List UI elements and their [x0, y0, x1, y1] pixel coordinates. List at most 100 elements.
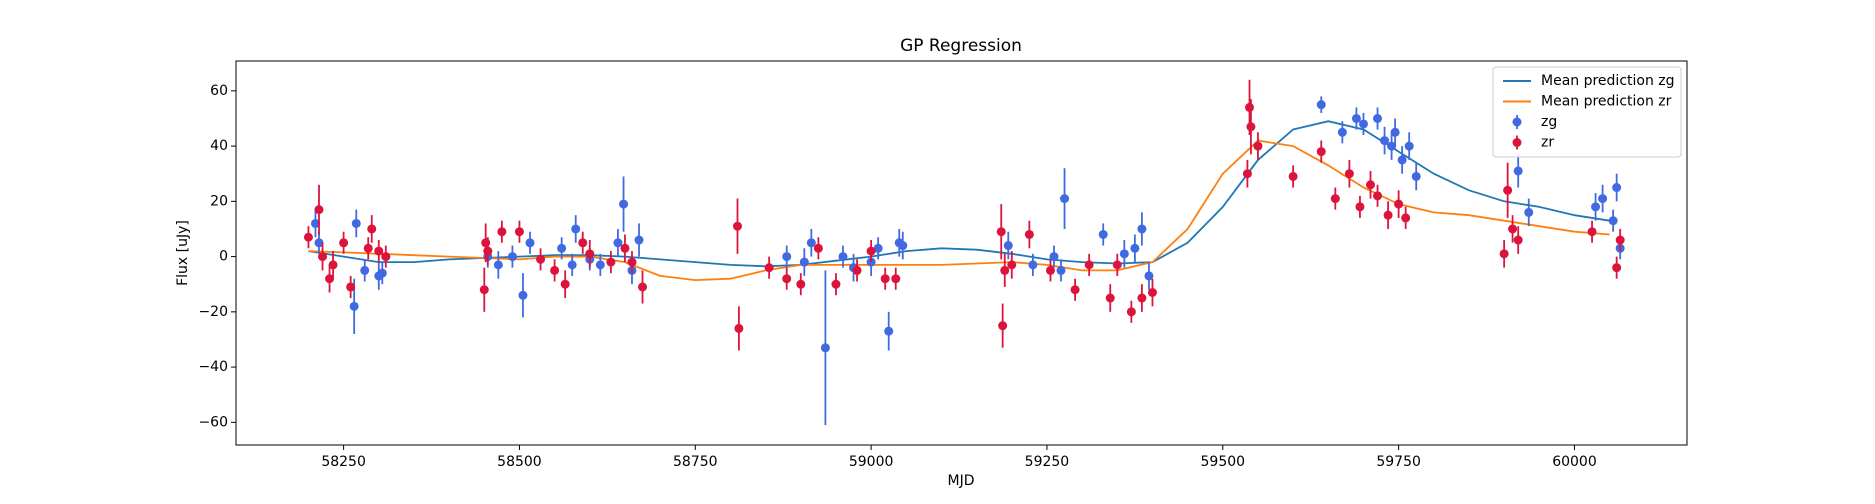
data-point: [831, 279, 841, 289]
y-tick-label: 40: [210, 138, 228, 154]
mean-line: [308, 139, 1610, 282]
data-point: [799, 257, 809, 267]
x-tick-label: 59500: [1201, 454, 1246, 470]
data-point: [479, 285, 489, 295]
data-point: [1245, 102, 1255, 112]
data-point: [349, 301, 359, 311]
legend-swatch: [1512, 117, 1522, 127]
data-point: [585, 249, 595, 259]
data-point: [1390, 127, 1400, 137]
legend-label: Mean prediction zr: [1541, 94, 1672, 110]
y-tick-label: −20: [198, 304, 228, 320]
data-point: [1401, 213, 1411, 223]
data-point: [1365, 180, 1375, 190]
data-point: [782, 274, 792, 284]
data-point: [571, 224, 581, 234]
legend-label: Mean prediction zg: [1541, 73, 1675, 89]
x-tick-label: 58250: [321, 454, 366, 470]
x-tick-label: 58500: [497, 454, 542, 470]
data-point: [1513, 235, 1523, 245]
data-point: [1144, 271, 1154, 281]
data-point: [578, 238, 588, 248]
data-point: [1253, 141, 1263, 151]
chart-title: GP Regression: [900, 36, 1022, 56]
data-point: [1503, 185, 1513, 195]
x-axis-label: MJD: [948, 473, 975, 489]
data-point: [595, 260, 605, 270]
data-point: [1508, 224, 1518, 234]
data-point: [1513, 166, 1523, 176]
data-point: [1060, 194, 1070, 204]
data-point: [813, 243, 823, 253]
data-point: [1045, 265, 1055, 275]
data-point: [1380, 136, 1390, 146]
data-point: [363, 243, 373, 253]
data-point: [1098, 229, 1108, 239]
data-point: [1130, 243, 1140, 253]
data-point: [1499, 249, 1509, 259]
x-tick-label: 59000: [849, 454, 894, 470]
data-point: [1126, 307, 1136, 317]
data-point: [1242, 169, 1252, 179]
data-point: [493, 260, 503, 270]
data-point: [1000, 265, 1010, 275]
data-point: [764, 263, 774, 273]
data-point: [852, 265, 862, 275]
data-point: [567, 260, 577, 270]
x-tick-label: 59250: [1025, 454, 1070, 470]
data-point: [884, 326, 894, 336]
x-tick-label: 58750: [673, 454, 718, 470]
data-point: [1587, 227, 1597, 237]
data-point: [1007, 260, 1017, 270]
data-point: [1105, 293, 1115, 303]
data-point: [627, 257, 637, 267]
data-point: [634, 235, 644, 245]
data-point: [557, 243, 567, 253]
data-point: [620, 243, 630, 253]
data-point: [328, 260, 338, 270]
data-point: [898, 241, 908, 251]
data-point: [381, 252, 391, 262]
data-point: [782, 252, 792, 262]
data-point: [1394, 199, 1404, 209]
data-point: [734, 323, 744, 333]
data-point: [550, 265, 560, 275]
data-point: [318, 252, 328, 262]
data-point: [314, 238, 324, 248]
data-point: [1070, 285, 1080, 295]
data-point: [838, 252, 848, 262]
data-point: [483, 246, 493, 256]
data-point: [1524, 207, 1534, 217]
data-point: [1615, 235, 1625, 245]
data-point: [1330, 194, 1340, 204]
legend-box: [1492, 66, 1682, 158]
data-point: [339, 238, 349, 248]
data-point: [1387, 141, 1397, 151]
data-point: [796, 279, 806, 289]
data-point: [806, 238, 816, 248]
data-point: [1397, 155, 1407, 165]
data-point: [377, 268, 387, 278]
data-point: [560, 279, 570, 289]
data-point: [619, 199, 629, 209]
plot-area: [303, 79, 1625, 426]
data-point: [346, 282, 356, 292]
data-point: [1598, 194, 1608, 204]
data-point: [1591, 202, 1601, 212]
data-point: [1049, 252, 1059, 262]
data-point: [891, 274, 901, 284]
data-point: [638, 282, 648, 292]
data-point: [1344, 169, 1354, 179]
y-tick-label: −60: [198, 414, 228, 430]
x-tick-label: 59750: [1376, 454, 1421, 470]
x-tick-label: 60000: [1552, 454, 1597, 470]
data-point: [1355, 202, 1365, 212]
data-point: [866, 246, 876, 256]
data-point: [481, 238, 491, 248]
legend-label: zr: [1541, 135, 1554, 151]
data-point: [1147, 288, 1157, 298]
data-point: [1137, 224, 1147, 234]
data-point: [497, 227, 507, 237]
data-point: [1316, 147, 1326, 157]
